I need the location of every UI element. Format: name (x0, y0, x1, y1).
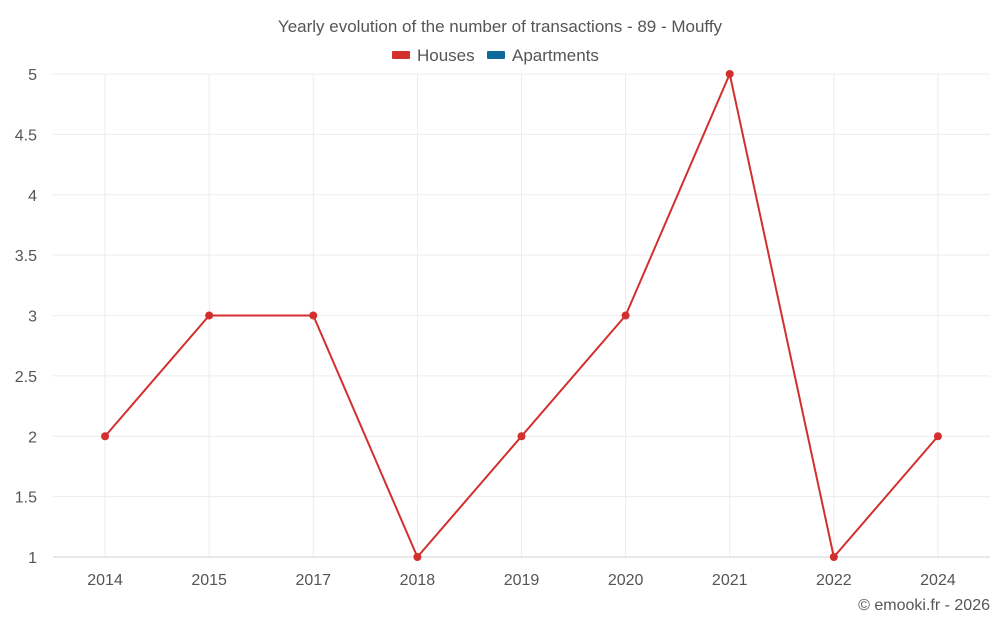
grid-layer (53, 73, 990, 558)
data-point-houses-2024[interactable] (933, 432, 942, 441)
data-point-houses-2018[interactable] (413, 553, 422, 561)
legend-label-apartments: Apartments (512, 46, 599, 65)
y-tick-label: 4 (28, 188, 37, 205)
x-tick-label: 2022 (816, 572, 852, 589)
series-layer (101, 70, 942, 561)
data-point-houses-2014[interactable] (101, 432, 110, 441)
y-tick-label: 1.5 (15, 490, 37, 507)
y-tick-label: 3 (28, 309, 37, 326)
legend-swatch-apartments (487, 51, 505, 59)
x-tick-label: 2019 (504, 572, 540, 589)
legend-item-houses[interactable]: Houses (392, 46, 475, 65)
data-point-houses-2022[interactable] (829, 553, 838, 561)
y-tick-label: 3.5 (15, 248, 37, 265)
legend-label-houses: Houses (417, 46, 475, 65)
legend-item-apartments[interactable]: Apartments (487, 46, 599, 65)
x-tick-label: 2015 (191, 572, 227, 589)
x-tick-label: 2017 (295, 572, 331, 589)
y-tick-label: 4.5 (15, 127, 37, 144)
chart-title: Yearly evolution of the number of transa… (278, 17, 723, 36)
x-tick-label: 2021 (712, 572, 748, 589)
y-tick-label: 5 (28, 67, 37, 84)
data-point-houses-2019[interactable] (517, 432, 526, 441)
x-tick-label: 2024 (920, 572, 956, 589)
y-tick-label: 2 (28, 429, 37, 446)
x-tick-label: 2014 (87, 572, 123, 589)
data-point-houses-2020[interactable] (621, 311, 630, 320)
legend-swatch-houses (392, 51, 410, 59)
x-tick-label: 2018 (400, 572, 436, 589)
x-tick-label: 2020 (608, 572, 644, 589)
data-point-houses-2021[interactable] (725, 70, 734, 78)
data-point-houses-2017[interactable] (309, 311, 318, 320)
tick-layer: 1 1.5 2 2.5 3 3.5 4 4.5 5 2014 2015 2017 2018 2019 202… (15, 67, 956, 589)
data-point-houses-2015[interactable] (205, 311, 214, 320)
copyright-text: © emooki.fr - 2026 (858, 597, 990, 614)
y-tick-label: 2.5 (15, 369, 37, 386)
y-tick-label: 1 (28, 550, 37, 567)
chart-legend: Houses Apartments (392, 46, 599, 65)
